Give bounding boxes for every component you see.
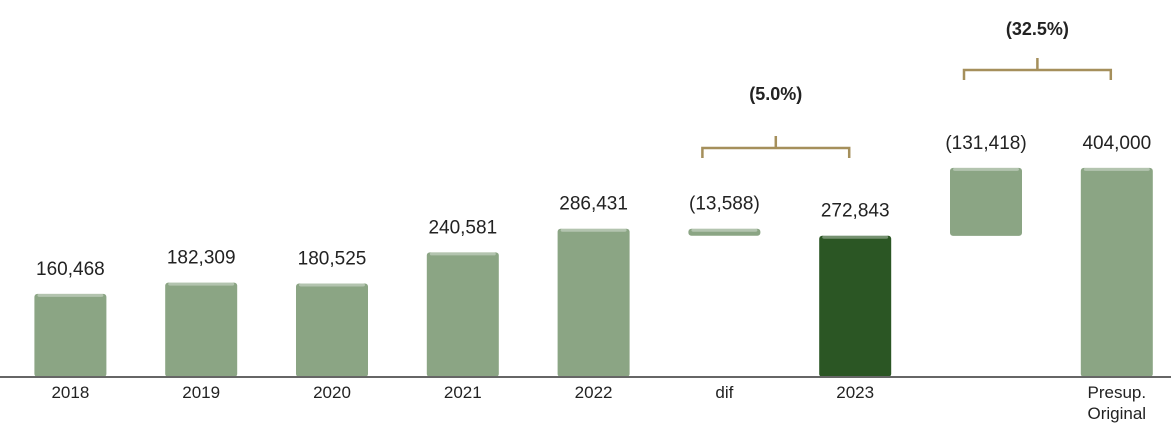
bar bbox=[426, 252, 499, 377]
bar-highlight bbox=[299, 283, 365, 287]
bracket bbox=[701, 136, 851, 158]
bar bbox=[296, 283, 368, 377]
x-tick-label: 2020 bbox=[313, 383, 351, 402]
x-tick-label: dif bbox=[715, 383, 734, 402]
bar bbox=[1080, 167, 1153, 377]
bar-highlight bbox=[1083, 167, 1150, 171]
bar bbox=[950, 167, 1022, 236]
value-label: 180,525 bbox=[298, 249, 367, 270]
bar-highlight bbox=[953, 167, 1019, 171]
value-label: 404,000 bbox=[1082, 133, 1151, 154]
value-label: 240,581 bbox=[428, 217, 497, 238]
value-label: 286,431 bbox=[559, 194, 628, 215]
value-label: (13,588) bbox=[689, 194, 760, 215]
bracket bbox=[962, 58, 1113, 80]
x-tick-label: Presup. Original bbox=[1087, 383, 1147, 423]
bar bbox=[819, 235, 892, 377]
x-tick-label: 2022 bbox=[574, 383, 613, 402]
value-label: (131,418) bbox=[945, 133, 1026, 154]
bar-highlight bbox=[691, 228, 758, 232]
x-tick-label: 2023 bbox=[836, 383, 875, 402]
bar-highlight bbox=[822, 235, 889, 239]
bar-highlight bbox=[429, 252, 496, 256]
bar bbox=[557, 228, 630, 377]
bar-highlight bbox=[168, 282, 235, 286]
bar-highlight bbox=[560, 228, 627, 232]
bar-highlight bbox=[37, 293, 104, 297]
annotation: (32.5%) bbox=[1006, 19, 1069, 39]
value-label: 160,468 bbox=[36, 259, 105, 280]
bar bbox=[688, 228, 761, 236]
x-tick-label: 2018 bbox=[51, 383, 90, 402]
bar bbox=[34, 293, 107, 377]
value-label: 272,843 bbox=[821, 201, 890, 222]
x-tick-label: 2019 bbox=[182, 383, 221, 402]
bar bbox=[165, 282, 238, 377]
value-label: 182,309 bbox=[167, 248, 236, 269]
annotation: (5.0%) bbox=[749, 84, 802, 104]
x-tick-label: 2021 bbox=[443, 383, 482, 402]
